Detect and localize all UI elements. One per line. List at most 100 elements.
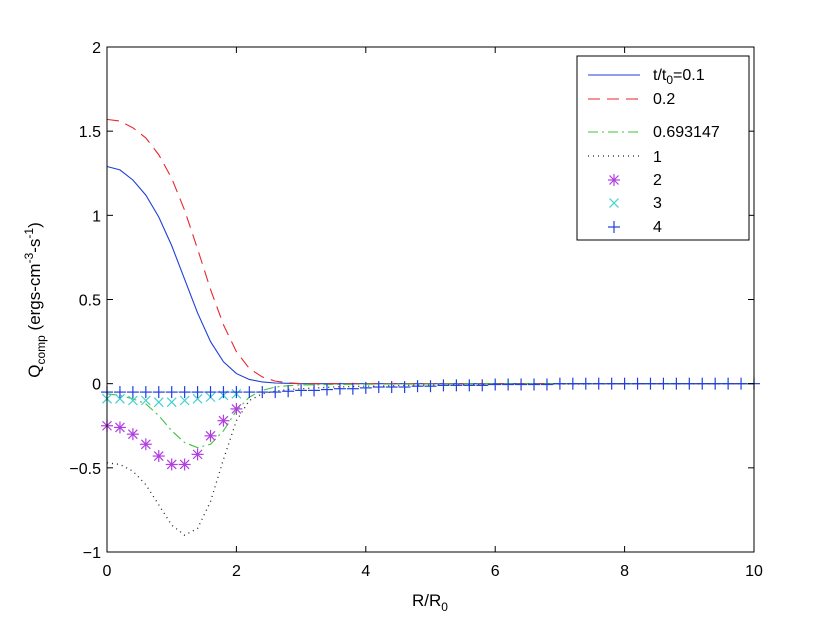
series-7-point bbox=[217, 386, 230, 399]
series-5-point-b bbox=[218, 415, 229, 426]
series-7-point bbox=[411, 380, 424, 393]
series-7-point bbox=[489, 378, 502, 391]
legend-label-1: t/t0=0.1 bbox=[653, 67, 705, 87]
series-7-point bbox=[540, 378, 553, 391]
series-5-point-b bbox=[127, 429, 138, 440]
y-tick-label: 1 bbox=[92, 208, 101, 225]
series-5-point-b bbox=[166, 459, 177, 470]
series-6-point bbox=[166, 397, 177, 408]
y-tick-label: 2 bbox=[92, 40, 101, 57]
series-6-point-b bbox=[166, 397, 177, 408]
series-7-point bbox=[243, 386, 256, 399]
series-7-point bbox=[152, 386, 165, 399]
series-7-point bbox=[359, 381, 372, 394]
series-7-point bbox=[631, 377, 644, 390]
x-tick-label: 2 bbox=[232, 563, 241, 580]
series-7-point bbox=[683, 377, 696, 390]
y-tick-label: 0 bbox=[92, 377, 101, 394]
series-6-point-b bbox=[179, 395, 190, 406]
series-7-point bbox=[592, 377, 605, 390]
series-7-point bbox=[502, 378, 515, 391]
series-5-point-b bbox=[115, 422, 125, 433]
legend-label-1-sub: 0 bbox=[666, 73, 673, 87]
series-3 bbox=[106, 383, 754, 449]
y-axis-label-rest1: (ergs-cm bbox=[25, 263, 44, 335]
series-5-point-b bbox=[179, 459, 190, 470]
series-5-point bbox=[165, 458, 178, 471]
legend-sample-6 bbox=[609, 198, 619, 208]
series-7-point bbox=[126, 386, 139, 399]
series-7-point bbox=[139, 386, 152, 399]
series-7-point bbox=[165, 386, 178, 399]
legend-sample-6-b bbox=[609, 198, 619, 208]
x-tick-label: 10 bbox=[745, 563, 763, 580]
legend-sample-5 bbox=[608, 174, 620, 186]
series-7-point bbox=[372, 381, 385, 394]
series-5-point bbox=[178, 458, 191, 471]
legend-sample-5-b bbox=[609, 175, 619, 185]
y-axis-label-sub: comp bbox=[34, 335, 48, 365]
series-6-point bbox=[192, 393, 203, 404]
series-6-point-b bbox=[140, 395, 151, 406]
series-5-point bbox=[217, 414, 230, 427]
series-7-point bbox=[295, 384, 308, 397]
series-7-point bbox=[735, 377, 748, 390]
series-6-point bbox=[127, 395, 138, 406]
legend-samples bbox=[588, 74, 640, 233]
series-7-point bbox=[437, 379, 450, 392]
series-6-point bbox=[140, 395, 151, 406]
series-5-point bbox=[230, 402, 243, 415]
series-7 bbox=[101, 377, 760, 399]
series-7-point bbox=[657, 377, 670, 390]
series-7-point bbox=[191, 386, 204, 399]
series-5-point-b bbox=[153, 451, 164, 461]
x-tick-label: 6 bbox=[491, 563, 500, 580]
series-7-point bbox=[346, 382, 359, 395]
legend: t/t0=0.1 0.2 0.693147 1 2 3 4 bbox=[576, 55, 750, 241]
series-6-point bbox=[179, 395, 190, 406]
series-7-point bbox=[566, 377, 579, 390]
series-6-point bbox=[153, 397, 164, 408]
series-7-point bbox=[618, 377, 631, 390]
y-axis-label-rest3: ) bbox=[25, 222, 44, 228]
series-7-point bbox=[579, 377, 592, 390]
series-7-point bbox=[722, 377, 735, 390]
legend-label-7: 4 bbox=[653, 219, 662, 236]
series-7-point bbox=[269, 386, 282, 399]
x-tick-label: 8 bbox=[620, 563, 629, 580]
series-7-point bbox=[178, 386, 191, 399]
y-axis-label-sup2: -1 bbox=[22, 228, 36, 239]
ticks-layer: 0 2 4 6 8 10−1−0.500.511.52 bbox=[69, 40, 763, 580]
series-7-point bbox=[463, 379, 476, 392]
x-axis-label-main: R/R bbox=[412, 591, 441, 610]
legend-box bbox=[576, 55, 750, 241]
series-7-point bbox=[333, 382, 346, 395]
series-5-point bbox=[152, 450, 165, 463]
series-7-point bbox=[113, 386, 126, 399]
y-tick-label: −1 bbox=[83, 545, 101, 562]
series-6-point-b bbox=[192, 393, 203, 404]
series-7-point bbox=[256, 386, 269, 399]
series-6-point-b bbox=[115, 393, 125, 404]
series-7-point bbox=[308, 384, 321, 397]
x-tick-label: 0 bbox=[103, 563, 112, 580]
series-layer bbox=[101, 118, 760, 536]
series-7-point bbox=[282, 385, 295, 398]
series-7-point bbox=[709, 377, 722, 390]
series-7-point bbox=[644, 377, 657, 390]
legend-label-5: 2 bbox=[653, 172, 662, 189]
series-7-point bbox=[553, 377, 566, 390]
series-7-point bbox=[528, 378, 541, 391]
series-7-point bbox=[385, 381, 398, 394]
series-7-point bbox=[605, 377, 618, 390]
series-7-point bbox=[320, 383, 333, 396]
series-7-point bbox=[230, 386, 243, 399]
series-5-point bbox=[139, 438, 152, 451]
series-7-point bbox=[476, 379, 489, 392]
legend-label-4: 1 bbox=[653, 149, 662, 166]
x-axis-label-sub: 0 bbox=[441, 600, 448, 614]
y-axis-label: Qcomp (ergs-cm-3-s-1) bbox=[22, 222, 48, 378]
series-line-3 bbox=[106, 383, 754, 449]
series-5-point-b bbox=[205, 430, 216, 441]
